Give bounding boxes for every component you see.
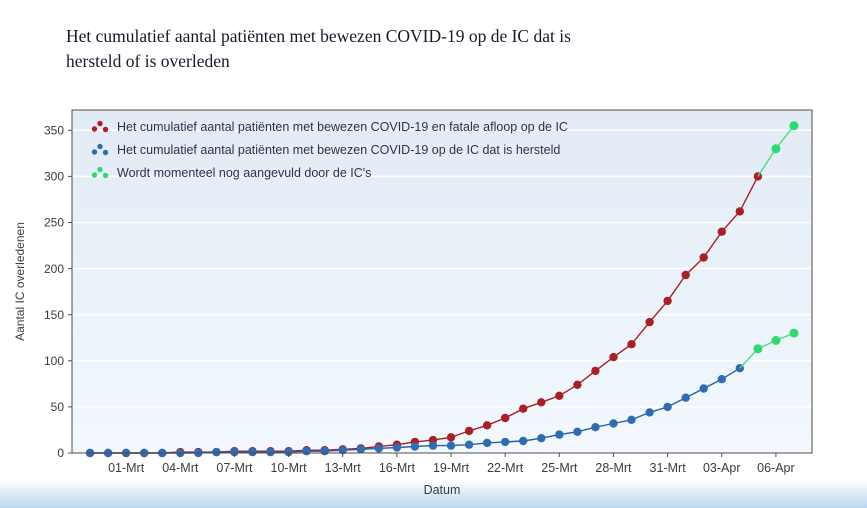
data-point[interactable] bbox=[681, 393, 690, 402]
data-point[interactable] bbox=[519, 436, 528, 446]
y-tick-label: 250 bbox=[44, 216, 64, 230]
data-point[interactable] bbox=[338, 446, 347, 455]
legend-label-fatal: Het cumulatief aantal patiënten met bewe… bbox=[117, 120, 568, 134]
page-title-line2: hersteld of is overleden bbox=[66, 51, 230, 72]
data-point[interactable] bbox=[717, 375, 726, 384]
data-point[interactable] bbox=[464, 440, 474, 449]
data-point[interactable] bbox=[519, 404, 528, 413]
data-point[interactable] bbox=[392, 443, 402, 452]
y-tick-label: 150 bbox=[44, 308, 64, 322]
data-point[interactable] bbox=[374, 444, 383, 453]
data-point[interactable] bbox=[645, 408, 654, 417]
data-point[interactable] bbox=[681, 270, 690, 280]
data-point[interactable] bbox=[591, 366, 600, 376]
data-point[interactable] bbox=[663, 296, 672, 306]
y-tick-label: 100 bbox=[44, 354, 64, 368]
data-point[interactable] bbox=[501, 413, 510, 423]
data-point[interactable] bbox=[446, 441, 456, 450]
data-point[interactable] bbox=[446, 433, 456, 442]
data-point[interactable] bbox=[573, 380, 582, 389]
legend-label-recovered: Het cumulatief aantal patiënten met bewe… bbox=[117, 143, 561, 157]
data-point[interactable] bbox=[591, 423, 600, 432]
y-tick-label: 0 bbox=[57, 446, 64, 460]
data-point[interactable] bbox=[699, 253, 708, 262]
x-tick-label: 31-Mrt bbox=[650, 461, 687, 475]
data-point[interactable] bbox=[555, 391, 564, 400]
legend-item-pending[interactable]: Wordt momenteel nog aangevuld door de IC… bbox=[90, 164, 568, 182]
data-point[interactable] bbox=[645, 317, 654, 327]
data-point[interactable] bbox=[537, 434, 546, 443]
scatter-marker-icon bbox=[91, 120, 109, 133]
data-point[interactable] bbox=[482, 421, 492, 430]
data-point[interactable] bbox=[771, 336, 781, 345]
data-point[interactable] bbox=[663, 402, 672, 412]
x-tick-label: 04-Mrt bbox=[162, 461, 199, 475]
data-point[interactable] bbox=[501, 437, 510, 447]
legend-item-recovered[interactable]: Het cumulatief aantal patiënten met bewe… bbox=[90, 141, 568, 159]
data-point[interactable] bbox=[717, 227, 726, 236]
data-point[interactable] bbox=[699, 384, 708, 393]
scatter-marker-icon bbox=[91, 166, 109, 179]
x-tick-label: 06-Apr bbox=[757, 461, 795, 475]
data-point[interactable] bbox=[555, 430, 564, 439]
x-tick-label: 07-Mrt bbox=[216, 461, 253, 475]
data-point[interactable] bbox=[356, 445, 365, 454]
x-axis-title: Datum bbox=[424, 483, 461, 497]
y-tick-label: 200 bbox=[44, 262, 64, 276]
page-title-line1: Het cumulatief aantal patiënten met bewe… bbox=[66, 26, 571, 46]
data-point[interactable] bbox=[627, 340, 636, 349]
data-point[interactable] bbox=[609, 419, 618, 428]
x-tick-label: 19-Mrt bbox=[433, 461, 470, 475]
data-point[interactable] bbox=[789, 328, 799, 338]
data-point[interactable] bbox=[266, 447, 275, 457]
x-tick-label: 25-Mrt bbox=[541, 461, 578, 475]
x-tick-label: 01-Mrt bbox=[108, 461, 145, 475]
legend-label-pending: Wordt momenteel nog aangevuld door de IC… bbox=[117, 166, 372, 180]
x-tick-label: 22-Mrt bbox=[487, 461, 524, 475]
y-tick-label: 350 bbox=[44, 123, 64, 137]
data-point[interactable] bbox=[789, 121, 799, 131]
x-tick-label: 10-Mrt bbox=[271, 461, 308, 475]
series-line bbox=[739, 332, 795, 369]
legend-item-fatal[interactable]: Het cumulatief aantal patiënten met bewe… bbox=[90, 118, 568, 136]
data-point[interactable] bbox=[284, 447, 293, 457]
data-point[interactable] bbox=[320, 447, 329, 456]
data-point[interactable] bbox=[609, 352, 618, 362]
data-point[interactable] bbox=[627, 415, 636, 424]
data-point[interactable] bbox=[302, 447, 311, 456]
y-tick-label: 50 bbox=[51, 400, 65, 414]
data-point[interactable] bbox=[230, 447, 239, 457]
y-axis-title: Aantal IC overledenen bbox=[13, 222, 27, 341]
data-point[interactable] bbox=[771, 144, 781, 154]
legend: Het cumulatief aantal patiënten met bewe… bbox=[90, 118, 568, 182]
data-point[interactable] bbox=[428, 441, 438, 450]
page-title: Het cumulatief aantal patiënten met bewe… bbox=[66, 24, 571, 75]
x-tick-label: 03-Apr bbox=[703, 461, 741, 475]
y-tick-label: 300 bbox=[44, 170, 64, 184]
x-tick-label: 28-Mrt bbox=[595, 461, 632, 475]
plot-border bbox=[71, 109, 813, 454]
data-point[interactable] bbox=[537, 398, 546, 407]
data-point[interactable] bbox=[573, 427, 582, 436]
x-tick-label: 16-Mrt bbox=[379, 461, 416, 475]
data-point[interactable] bbox=[482, 438, 492, 448]
data-point[interactable] bbox=[410, 442, 420, 451]
data-point[interactable] bbox=[248, 447, 257, 457]
data-point[interactable] bbox=[212, 447, 221, 457]
data-point[interactable] bbox=[735, 207, 744, 216]
x-tick-label: 13-Mrt bbox=[325, 461, 362, 475]
scatter-marker-icon bbox=[91, 143, 109, 156]
data-point[interactable] bbox=[464, 426, 474, 436]
bottom-gradient bbox=[0, 480, 867, 508]
data-point[interactable] bbox=[753, 344, 763, 354]
